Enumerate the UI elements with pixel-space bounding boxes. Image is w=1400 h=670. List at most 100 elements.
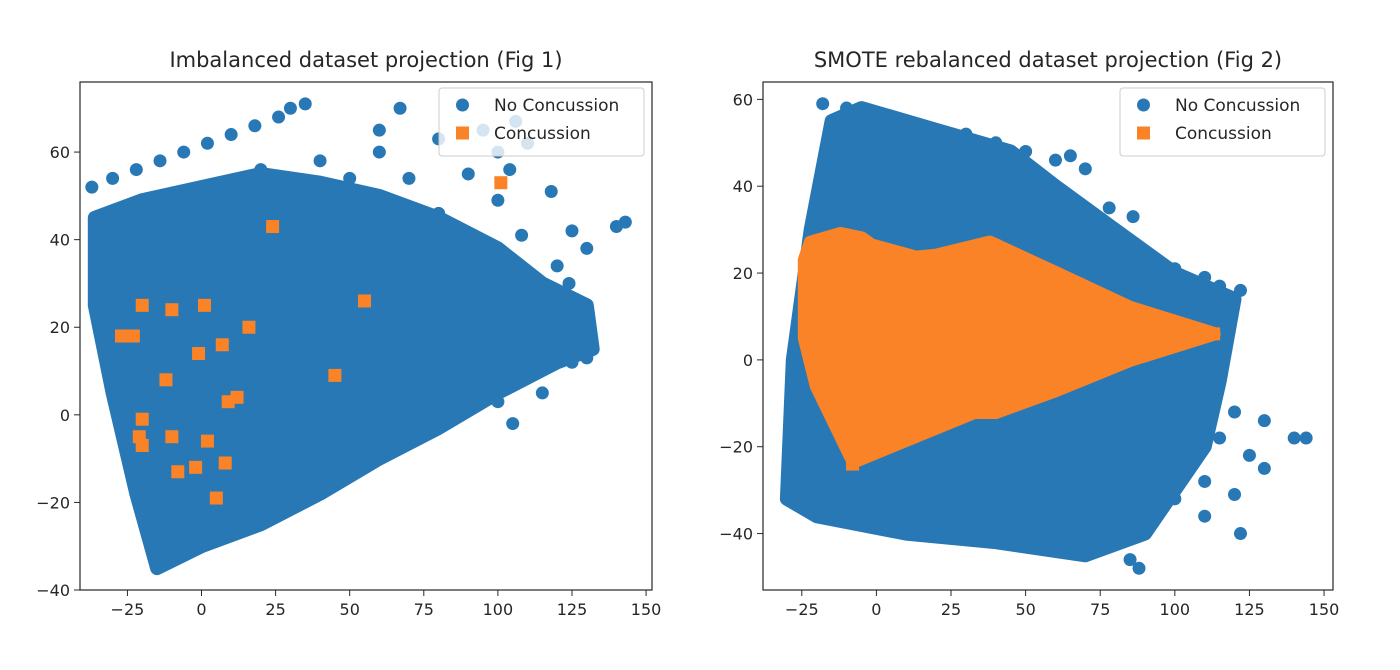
data-point [1148, 390, 1161, 403]
data-point [197, 222, 210, 235]
data-point [928, 487, 941, 500]
data-point [162, 242, 175, 255]
data-point [279, 404, 292, 417]
y-tick-label: 0 [743, 351, 753, 370]
y-tick-label: 60 [733, 90, 753, 109]
data-point [447, 233, 460, 246]
data-point [299, 310, 312, 323]
data-point [535, 285, 549, 299]
data-point [355, 339, 368, 352]
data-point [836, 210, 849, 223]
data-point [227, 314, 240, 327]
data-point [1233, 283, 1247, 297]
data-point [136, 212, 149, 225]
data-point [1108, 522, 1121, 535]
data-point [1228, 487, 1242, 501]
data-point [426, 399, 439, 412]
data-point [433, 227, 446, 240]
data-point [192, 347, 206, 361]
data-point [144, 247, 157, 260]
data-point [503, 163, 517, 177]
data-point [909, 237, 922, 250]
data-point [328, 368, 342, 382]
data-point [252, 515, 265, 528]
data-point [134, 490, 147, 503]
data-point [244, 411, 257, 424]
data-point [817, 464, 830, 477]
data-point [1198, 270, 1212, 284]
data-point [132, 466, 145, 479]
data-point [190, 426, 203, 439]
data-point [372, 145, 386, 159]
data-point [295, 413, 308, 426]
data-point [550, 259, 564, 273]
data-point [562, 276, 576, 290]
data-point [200, 136, 214, 150]
data-point [1168, 492, 1182, 506]
data-point [215, 273, 228, 286]
data-point [858, 208, 871, 221]
data-point [324, 307, 337, 320]
data-point [85, 180, 99, 194]
data-point [232, 237, 245, 250]
data-point [975, 499, 988, 512]
data-point [1109, 421, 1122, 434]
data-point [1108, 535, 1122, 549]
chart-panel-1: −25 0 25 50 75 100 125 150 −40 −20 0 20 40 60 Imbalanc… [36, 48, 661, 619]
data-point [1226, 295, 1239, 308]
data-point [186, 503, 199, 516]
data-point [273, 377, 286, 390]
data-point [337, 293, 350, 306]
data-point [540, 321, 553, 334]
data-point [1257, 414, 1271, 428]
data-point [316, 442, 329, 455]
data-point [860, 470, 873, 483]
data-point [841, 503, 854, 516]
data-point [506, 417, 520, 431]
data-point [1102, 201, 1116, 215]
data-point [1060, 430, 1073, 443]
data-point [572, 296, 585, 309]
data-point [266, 220, 280, 234]
data-point [1168, 262, 1182, 276]
data-point [969, 205, 982, 218]
data-point [1078, 509, 1092, 523]
data-point [959, 127, 973, 141]
data-point [171, 465, 185, 479]
data-point [106, 171, 120, 185]
data-point [341, 230, 354, 243]
data-point [491, 268, 505, 282]
data-point [1198, 396, 1212, 410]
axes-frame [762, 81, 1334, 591]
data-point [1138, 474, 1152, 488]
legend-square-marker [456, 126, 469, 140]
data-point [406, 372, 419, 385]
x-tick-label: 50 [1015, 600, 1035, 619]
legend-circle-marker [456, 98, 469, 112]
data-point [1257, 461, 1271, 475]
y-tick-label: −20 [719, 438, 753, 457]
data-point [185, 300, 198, 313]
data-point [276, 363, 289, 376]
legend-square-marker [1137, 126, 1150, 140]
data-point [197, 298, 211, 312]
data-point [1193, 411, 1206, 424]
data-segment [868, 407, 908, 430]
data-point [165, 303, 179, 317]
legend-label: Concussion [494, 124, 591, 144]
data-point [1091, 381, 1104, 394]
series-no-concussion [85, 97, 632, 576]
data-point [224, 508, 237, 521]
x-tick-label: 75 [1090, 600, 1110, 619]
data-point [491, 193, 505, 207]
data-point [929, 123, 943, 137]
data-point [343, 171, 357, 185]
data-point [1168, 418, 1182, 432]
data-point [862, 515, 875, 528]
data-point [337, 280, 350, 293]
data-point [989, 136, 1003, 150]
y-tick-label: −40 [36, 581, 70, 600]
data-point [1036, 458, 1049, 471]
data-point [425, 387, 438, 400]
data-point [486, 240, 499, 253]
